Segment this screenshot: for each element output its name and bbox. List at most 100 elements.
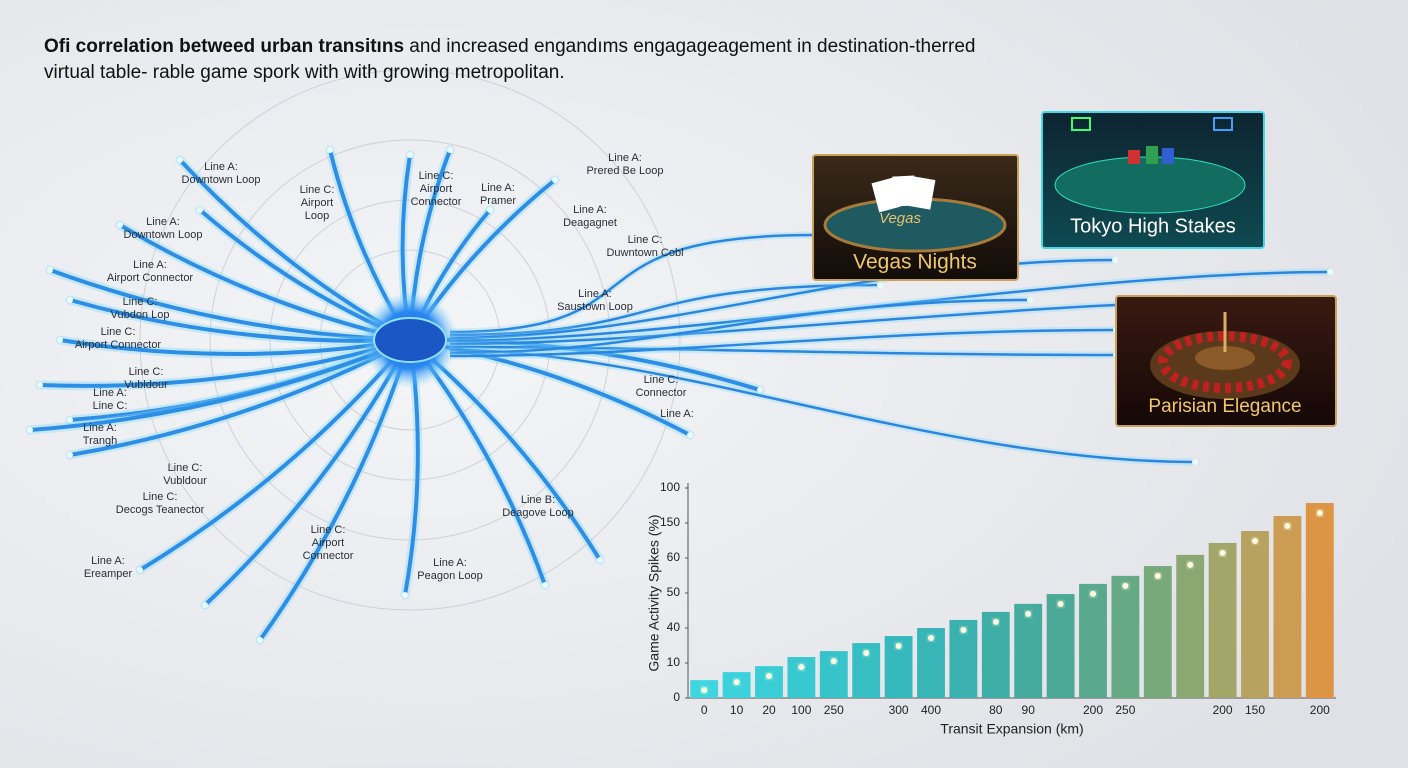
bar bbox=[1046, 594, 1075, 698]
map-label: Prered Be Loop bbox=[586, 165, 663, 177]
map-label: Connector bbox=[636, 387, 687, 399]
station bbox=[1192, 459, 1198, 465]
bar-glow bbox=[701, 687, 708, 694]
screen bbox=[1071, 117, 1091, 131]
map-label: Airport bbox=[312, 537, 344, 549]
station bbox=[757, 387, 763, 393]
bar bbox=[1143, 566, 1172, 698]
bar bbox=[755, 666, 783, 698]
screen bbox=[1213, 117, 1233, 131]
map-label: Line C: bbox=[101, 326, 136, 338]
bar-glow bbox=[1284, 523, 1291, 529]
map-label: Deagove Loop bbox=[502, 507, 574, 519]
station bbox=[487, 207, 493, 213]
map-label: Duwntown Cobl bbox=[606, 247, 683, 259]
map-label: Line C: bbox=[311, 524, 346, 536]
map-label: Airport bbox=[420, 183, 452, 195]
chips bbox=[1162, 148, 1174, 164]
y-tick-label: 50 bbox=[667, 585, 681, 599]
y-tick-label: 10 bbox=[667, 655, 681, 669]
bar-glow bbox=[960, 626, 967, 633]
x-tick-label: 200 bbox=[1310, 703, 1330, 717]
x-tick-label: 300 bbox=[889, 703, 909, 717]
card-title: Vegas Nights bbox=[853, 251, 977, 274]
x-tick-label: 250 bbox=[824, 703, 844, 717]
bar bbox=[1208, 542, 1237, 698]
y-tick-label: 40 bbox=[667, 620, 681, 634]
map-label: Line A: bbox=[433, 557, 467, 569]
map-label: Saustown Loop bbox=[557, 301, 633, 313]
station bbox=[877, 282, 883, 288]
map-label: Decogs Teanector bbox=[116, 504, 205, 516]
hub-core bbox=[373, 317, 447, 363]
map-label: Line A: bbox=[146, 216, 180, 228]
card bbox=[908, 176, 936, 210]
station bbox=[117, 222, 123, 228]
map-label: Line C: bbox=[628, 234, 663, 246]
station bbox=[177, 157, 183, 163]
station bbox=[57, 337, 63, 343]
station bbox=[687, 432, 693, 438]
bar-glow bbox=[1154, 573, 1161, 580]
route bbox=[449, 233, 816, 334]
x-tick-label: 200 bbox=[1083, 703, 1103, 717]
x-tick-label: 90 bbox=[1022, 703, 1036, 717]
card-vegas: Vegas Vegas Nights bbox=[812, 154, 1019, 281]
chips bbox=[1146, 146, 1158, 164]
title-rest: and increased engandıms engagageagement … bbox=[409, 36, 975, 57]
map-label: Airport bbox=[301, 197, 333, 209]
map-label: Airport Connector bbox=[75, 339, 162, 351]
ray bbox=[38, 338, 412, 388]
map-label: Connector bbox=[303, 550, 354, 562]
station bbox=[67, 452, 73, 458]
y-tick-label: 60 bbox=[667, 550, 681, 564]
bar bbox=[1014, 603, 1043, 698]
bar-glow bbox=[928, 635, 934, 641]
map-label: Line A: bbox=[660, 408, 694, 420]
map-label: Line A: bbox=[578, 288, 612, 300]
x-tick-label: 0 bbox=[701, 703, 708, 717]
bar bbox=[949, 619, 978, 698]
bar-glow bbox=[1122, 582, 1129, 589]
station bbox=[67, 417, 73, 423]
station bbox=[327, 147, 333, 153]
station bbox=[407, 152, 413, 158]
station bbox=[1112, 257, 1118, 263]
map-label: Trangh bbox=[83, 435, 117, 447]
station bbox=[67, 297, 73, 303]
map-label: Downtown Loop bbox=[124, 229, 203, 241]
bar bbox=[1273, 516, 1302, 698]
map-label: Airport Connector bbox=[107, 272, 194, 284]
bar-chart: 0 10 40 50 60 150 100 0 10 20 100 250 300 400 80 90 200 2… bbox=[646, 480, 1336, 737]
route bbox=[449, 348, 1196, 464]
x-axis-title: Transit Expansion (km) bbox=[940, 721, 1083, 737]
map-label: Line C: bbox=[123, 296, 158, 308]
bar-glow bbox=[863, 650, 870, 657]
bar-glow bbox=[895, 643, 902, 650]
map-label: Pramer bbox=[480, 195, 516, 207]
map-label: Line A: bbox=[573, 204, 607, 216]
map-label: Line C: bbox=[143, 491, 178, 503]
x-tick-label: 150 bbox=[1245, 703, 1265, 717]
route bbox=[449, 345, 1117, 357]
station bbox=[257, 637, 263, 643]
wheel bbox=[1158, 331, 1292, 393]
card-badge: Vegas bbox=[879, 210, 921, 227]
route bbox=[449, 298, 1031, 355]
station bbox=[1327, 269, 1333, 275]
bar-glow bbox=[1252, 538, 1258, 545]
bar-glow bbox=[1187, 561, 1194, 568]
map-label: Line C: bbox=[300, 184, 335, 196]
subtitle: virtual table- rable game spork with wit… bbox=[44, 62, 565, 83]
ray bbox=[28, 338, 412, 432]
map-label: Connector bbox=[411, 196, 462, 208]
map-label: Vubdon Lop bbox=[111, 309, 170, 321]
bar bbox=[787, 657, 816, 698]
bar-glow bbox=[830, 658, 837, 665]
bar bbox=[1241, 531, 1269, 698]
map-label: Line A: bbox=[133, 259, 167, 271]
map-label: Line C: bbox=[93, 400, 128, 412]
title: Ofi correlation betweed urban transitıns… bbox=[44, 36, 975, 57]
